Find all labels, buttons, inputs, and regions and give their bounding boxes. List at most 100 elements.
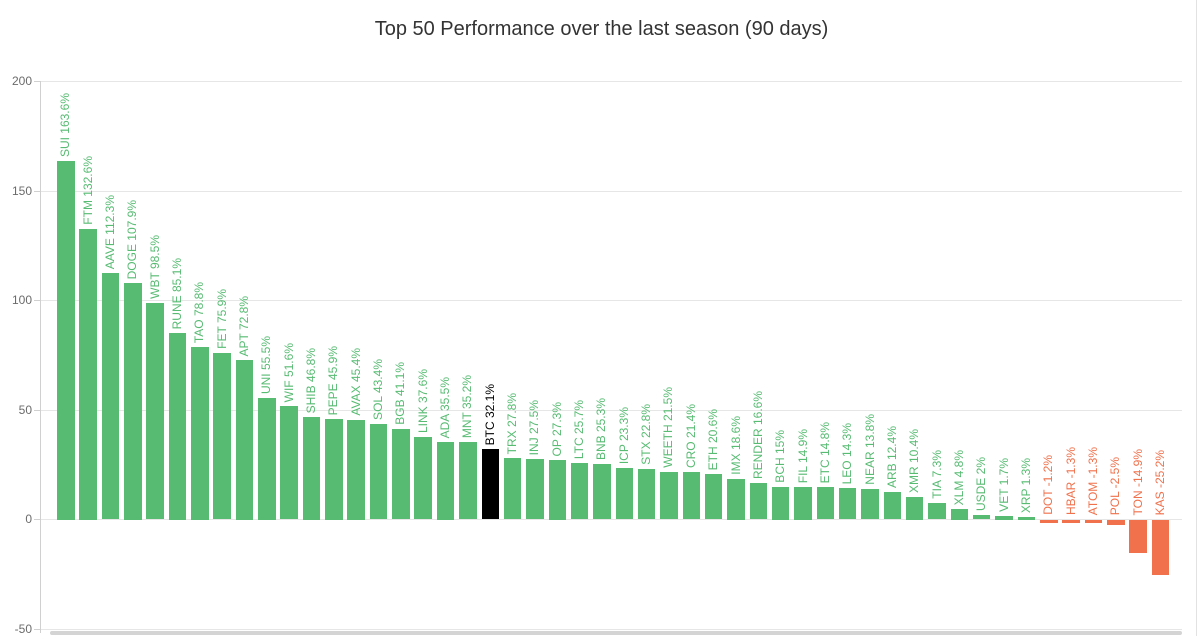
bar-label-STX: STX 22.8%: [639, 404, 654, 465]
bar-label-DOGE: DOGE 107.9%: [125, 199, 140, 279]
bar-FTM[interactable]: [79, 229, 97, 520]
bar-AAVE[interactable]: [101, 273, 120, 519]
bar-WBT[interactable]: [146, 303, 164, 519]
bar-NEAR[interactable]: [861, 489, 879, 519]
y-tick-label--50: -50: [14, 622, 32, 636]
horizontal-scrollbar-thumb[interactable]: [50, 631, 1182, 635]
bar-ARB[interactable]: [883, 492, 902, 519]
bar-TIA[interactable]: [928, 503, 946, 519]
bar-label-LINK: LINK 37.6%: [415, 368, 430, 433]
bar-TAO[interactable]: [191, 347, 209, 520]
bar-STX[interactable]: [637, 469, 656, 519]
bar-label-LEO: LEO 14.3%: [840, 422, 855, 484]
bar-label-FET: FET 75.9%: [214, 289, 229, 349]
bar-label-PEPE: PEPE 45.9%: [326, 345, 341, 415]
bar-VET[interactable]: [995, 516, 1013, 520]
y-axis-tick: [34, 519, 40, 520]
bar-ADA[interactable]: [436, 442, 455, 520]
bar-label-BCH: BCH 15%: [773, 430, 788, 483]
bar-BTC[interactable]: [481, 449, 499, 519]
bar-RUNE[interactable]: [168, 333, 187, 520]
bar-OP[interactable]: [548, 460, 566, 520]
bar-SUI[interactable]: [57, 161, 75, 520]
bar-label-KAS: KAS -25.2%: [1152, 449, 1167, 515]
bar-ETC[interactable]: [816, 487, 835, 519]
bar-XLM[interactable]: [950, 509, 969, 520]
bar-BCH[interactable]: [771, 487, 790, 520]
bar-TON[interactable]: [1129, 520, 1147, 553]
bar-label-ADA: ADA 35.5%: [438, 376, 452, 438]
y-tick-label-0: 0: [25, 512, 32, 526]
y-tick-label-150: 150: [11, 184, 32, 198]
bar-label-RUNE: RUNE 85.1%: [169, 257, 184, 329]
bar-PEPE[interactable]: [325, 419, 343, 520]
bar-label-IMX: IMX 18.6%: [728, 416, 743, 475]
bar-DOT[interactable]: [1040, 520, 1058, 523]
gridline-50: [40, 410, 1182, 411]
gridline--50: [40, 629, 1182, 630]
y-tick-label-200: 200: [11, 74, 32, 88]
bar-label-WIF: WIF 51.6%: [281, 342, 296, 402]
bar-label-SUI: SUI 163.6%: [58, 92, 73, 157]
bar-label-LTC: LTC 25.7%: [572, 399, 587, 459]
bar-label-VET: VET 1.7%: [996, 458, 1011, 512]
gridline-150: [40, 191, 1182, 192]
bar-LEO[interactable]: [838, 488, 857, 519]
bar-USDE[interactable]: [972, 515, 991, 519]
bar-RENDER[interactable]: [749, 483, 767, 519]
bar-label-POL: POL -2.5%: [1108, 456, 1123, 515]
bar-label-XRP: XRP 1.3%: [1018, 457, 1033, 513]
y-axis-tick: [34, 81, 40, 82]
bar-HBAR[interactable]: [1062, 520, 1080, 523]
bar-FIL[interactable]: [794, 487, 812, 520]
bar-ICP[interactable]: [615, 468, 633, 519]
bar-label-APT: APT 72.8%: [237, 295, 251, 356]
bar-BNB[interactable]: [593, 464, 611, 519]
bar-label-OP: OP 27.3%: [549, 401, 564, 456]
bar-label-INJ: INJ 27.5%: [527, 399, 542, 455]
bar-KAS[interactable]: [1151, 520, 1170, 575]
bar-label-BNB: BNB 25.3%: [594, 397, 609, 460]
bar-CRO[interactable]: [682, 472, 700, 519]
bar-label-FIL: FIL 14.9%: [795, 428, 810, 483]
bar-label-BTC: BTC 32.1%: [482, 383, 497, 445]
bar-label-RENDER: RENDER 16.6%: [750, 390, 765, 479]
y-tick-label-50: 50: [18, 403, 32, 417]
y-axis-tick: [34, 300, 40, 301]
bar-AVAX[interactable]: [347, 420, 365, 520]
bar-label-HBAR: HBAR -1.3%: [1063, 446, 1078, 515]
bar-label-XLM: XLM 4.8%: [951, 449, 966, 505]
bar-label-MNT: MNT 35.2%: [460, 374, 475, 438]
bar-SHIB[interactable]: [302, 417, 321, 520]
bar-XRP[interactable]: [1017, 517, 1036, 520]
bar-label-SHIB: SHIB 46.8%: [304, 347, 318, 413]
bar-label-TON: TON -14.9%: [1130, 448, 1145, 515]
bar-label-ETH: ETH 20.6%: [706, 408, 721, 470]
bar-INJ[interactable]: [526, 459, 544, 519]
bar-WEETH[interactable]: [660, 472, 678, 519]
bar-LINK[interactable]: [414, 437, 432, 519]
bar-label-CRO: CRO 21.4%: [683, 403, 698, 468]
y-axis-line: [40, 81, 41, 633]
bar-BGB[interactable]: [392, 429, 410, 519]
bar-MNT[interactable]: [459, 442, 477, 519]
bar-DOGE[interactable]: [124, 283, 142, 520]
bar-LTC[interactable]: [570, 463, 589, 519]
bar-UNI[interactable]: [258, 398, 276, 520]
bar-XMR[interactable]: [905, 497, 924, 520]
bar-label-DOT: DOT -1.2%: [1041, 455, 1056, 515]
bar-WIF[interactable]: [280, 406, 298, 519]
bar-POL[interactable]: [1107, 520, 1125, 525]
bar-SOL[interactable]: [369, 424, 388, 519]
bar-label-SOL: SOL 43.4%: [371, 359, 385, 420]
bar-TRX[interactable]: [503, 458, 522, 519]
bar-IMX[interactable]: [727, 479, 745, 520]
bar-FET[interactable]: [213, 353, 231, 519]
bar-APT[interactable]: [235, 360, 254, 520]
bar-ATOM[interactable]: [1084, 520, 1103, 523]
y-axis-tick: [34, 410, 40, 411]
bar-label-TRX: TRX 27.8%: [505, 392, 519, 454]
bar-label-TAO: TAO 78.8%: [192, 281, 207, 343]
bar-ETH[interactable]: [704, 474, 723, 519]
bar-label-USDE: USDE 2%: [974, 456, 989, 511]
